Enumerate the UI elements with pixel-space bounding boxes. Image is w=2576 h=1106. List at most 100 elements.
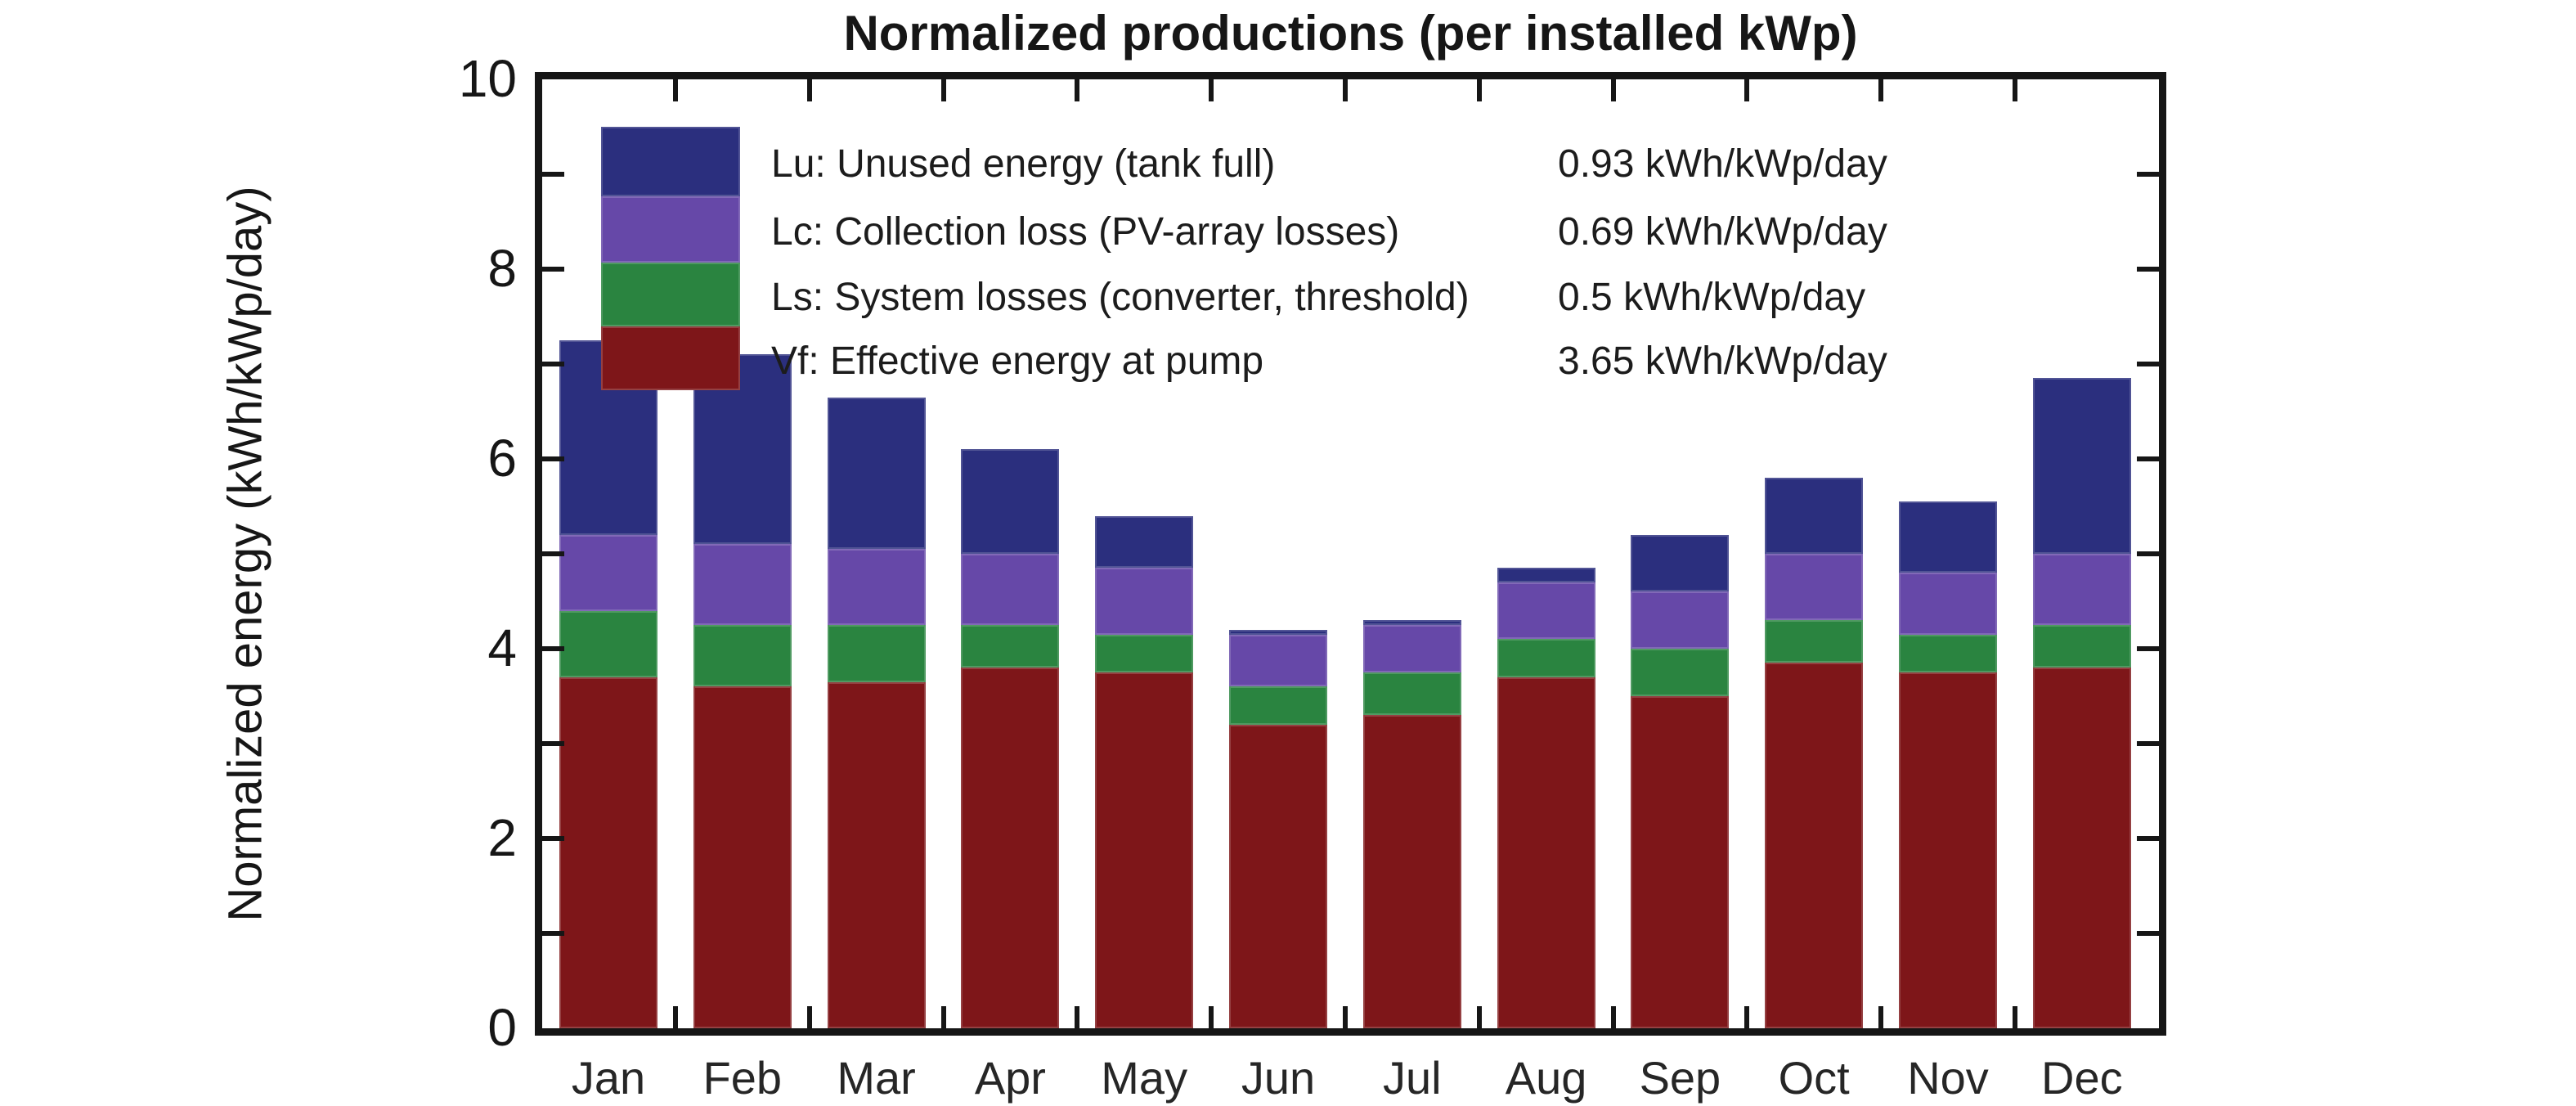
bar-segment-jun-yf_red [1229, 724, 1327, 1028]
y-tick-label-0: 0 [487, 998, 517, 1057]
bar-segment-oct-lu_blue [1765, 478, 1864, 554]
bar-segment-apr-lc_purple [961, 554, 1060, 625]
bar-segment-aug-lc_purple [1497, 582, 1595, 640]
legend-value-lu: 0.93 kWh/kWp/day [1558, 142, 1887, 187]
bar-segment-dec-yf_red [2032, 668, 2131, 1028]
x-tick-top [806, 79, 812, 101]
x-tick-bottom [1476, 1006, 1482, 1028]
legend-label-lc: Lc: Collection loss (PV-array losses) [771, 210, 1400, 254]
y-tick-left [542, 646, 564, 651]
x-tick-top [1476, 79, 1482, 101]
legend-swatch-lc_purple [601, 196, 740, 263]
bar-segment-nov-ls_green [1899, 634, 1997, 672]
bar-segment-jun-ls_green [1229, 686, 1327, 725]
bar-segment-aug-ls_green [1497, 639, 1595, 677]
bar-segment-apr-lu_blue [961, 449, 1060, 554]
bar-segment-oct-ls_green [1765, 620, 1864, 663]
y-tick-right [2137, 551, 2159, 556]
x-tick-top [940, 79, 946, 101]
y-tick-right [2137, 646, 2159, 651]
y-tick-label-6: 6 [487, 429, 517, 488]
x-tick-top [1744, 79, 1750, 101]
x-tick-bottom [1075, 1006, 1080, 1028]
y-tick-left [542, 836, 564, 841]
y-tick-label-2: 2 [487, 808, 517, 867]
x-tick-bottom [1610, 1006, 1616, 1028]
bar-segment-dec-lu_blue [2032, 378, 2131, 554]
x-tick-top [1209, 79, 1214, 101]
x-tick-label-aug: Aug [1505, 1052, 1587, 1104]
chart-title: Normalized productions (per installed kW… [843, 6, 1858, 61]
x-tick-label-dec: Dec [2041, 1052, 2123, 1104]
bar-segment-aug-lu_blue [1497, 568, 1595, 582]
x-tick-label-apr: Apr [974, 1052, 1046, 1104]
y-tick-left [542, 551, 564, 556]
bar-segment-dec-ls_green [2032, 625, 2131, 668]
x-tick-bottom [1342, 1006, 1348, 1028]
y-tick-right [2137, 362, 2159, 366]
y-tick-left [542, 741, 564, 746]
x-tick-label-mar: Mar [837, 1052, 916, 1104]
x-tick-top [1342, 79, 1348, 101]
bar-segment-sep-ls_green [1631, 649, 1730, 696]
bar-segment-mar-yf_red [827, 681, 926, 1028]
bar-segment-sep-lu_blue [1631, 534, 1730, 592]
y-axis-label: Normalized energy (kWh/kWp/day) [218, 186, 272, 922]
bar-segment-jun-lc_purple [1229, 634, 1327, 687]
bar-segment-jan-lc_purple [559, 534, 657, 611]
x-tick-label-jul: Jul [1383, 1052, 1442, 1104]
bar-segment-nov-lu_blue [1899, 501, 1997, 573]
x-tick-label-nov: Nov [1907, 1052, 1989, 1104]
x-tick-top [1075, 79, 1080, 101]
bar-segment-jul-ls_green [1362, 672, 1461, 716]
y-tick-left [542, 267, 564, 272]
bar-segment-sep-lc_purple [1631, 591, 1730, 649]
bar-segment-mar-lc_purple [827, 549, 926, 625]
legend-value-ls: 0.5 kWh/kWp/day [1558, 275, 1866, 319]
bar-segment-apr-ls_green [961, 625, 1060, 668]
x-tick-bottom [806, 1006, 812, 1028]
legend-swatch-yf_red [601, 326, 740, 391]
y-tick-right [2137, 931, 2159, 936]
x-tick-bottom [1878, 1006, 1884, 1028]
x-tick-bottom [940, 1006, 946, 1028]
y-tick-right [2137, 741, 2159, 746]
legend-label-vf: Vf: Effective energy at pump [771, 339, 1264, 384]
bar-segment-jul-lc_purple [1362, 625, 1461, 672]
x-tick-label-jun: Jun [1241, 1052, 1316, 1104]
y-tick-label-8: 8 [487, 239, 517, 298]
bar-segment-feb-ls_green [693, 625, 792, 687]
bar-segment-apr-yf_red [961, 668, 1060, 1028]
x-tick-label-sep: Sep [1639, 1052, 1721, 1104]
bar-segment-may-ls_green [1095, 634, 1194, 672]
legend-swatch-ls_green [601, 262, 740, 326]
x-tick-label-oct: Oct [1778, 1052, 1850, 1104]
y-tick-left [542, 172, 564, 177]
legend-label-lu: Lu: Unused energy (tank full) [771, 142, 1276, 187]
bar-segment-aug-yf_red [1497, 677, 1595, 1028]
x-tick-label-may: May [1101, 1052, 1188, 1104]
bar-segment-nov-yf_red [1899, 672, 1997, 1028]
legend-value-lc: 0.69 kWh/kWp/day [1558, 210, 1887, 254]
bar-segment-feb-yf_red [693, 686, 792, 1028]
bar-segment-mar-lu_blue [827, 397, 926, 550]
bar-segment-oct-yf_red [1765, 663, 1864, 1028]
legend-label-ls: Ls: System losses (converter, threshold) [771, 275, 1470, 319]
bar-segment-mar-ls_green [827, 625, 926, 682]
bar-segment-jun-lu_blue [1229, 629, 1327, 635]
bar-segment-sep-yf_red [1631, 696, 1730, 1028]
y-tick-right [2137, 456, 2159, 461]
legend-value-vf: 3.65 kWh/kWp/day [1558, 339, 1887, 384]
x-tick-bottom [672, 1006, 678, 1028]
x-tick-top [1610, 79, 1616, 101]
x-tick-bottom [2012, 1006, 2017, 1028]
x-tick-top [672, 79, 678, 101]
bar-segment-oct-lc_purple [1765, 554, 1864, 621]
y-tick-left [542, 362, 564, 366]
x-tick-label-feb: Feb [702, 1052, 783, 1104]
y-tick-label-4: 4 [487, 618, 517, 677]
x-tick-top [2012, 79, 2017, 101]
bar-segment-feb-lc_purple [693, 544, 792, 625]
bar-segment-dec-lc_purple [2032, 554, 2131, 625]
